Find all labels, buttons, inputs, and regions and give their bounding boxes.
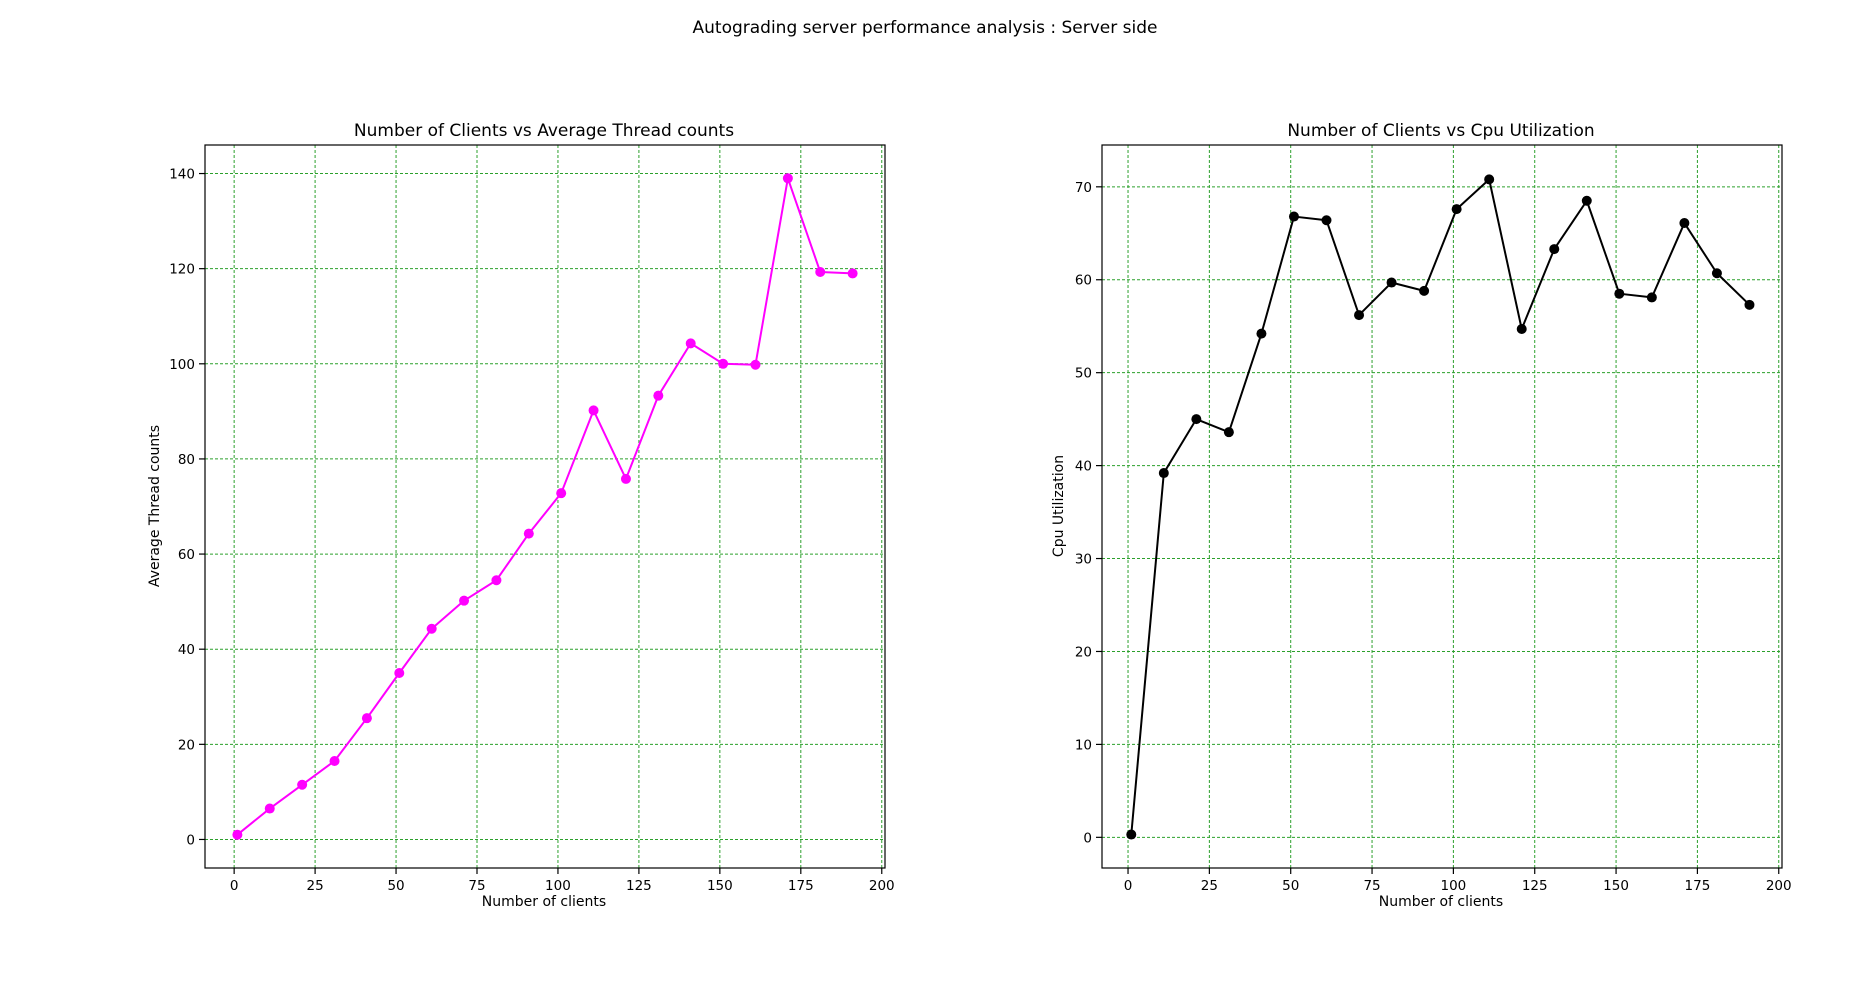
data-point — [297, 779, 308, 790]
x-tick-label: 25 — [1201, 878, 1218, 894]
data-point — [1679, 218, 1690, 229]
x-tick-label: 150 — [707, 878, 733, 894]
y-tick-label: 40 — [178, 642, 195, 658]
data-point — [782, 173, 793, 184]
y-tick-label: 60 — [178, 547, 195, 563]
x-tick-label: 0 — [230, 878, 239, 894]
chart-title: Number of Clients vs Cpu Utilization — [1287, 121, 1594, 141]
data-point — [1581, 195, 1592, 206]
y-tick-label: 20 — [1075, 644, 1092, 660]
x-axis-label: Number of clients — [482, 894, 606, 910]
data-point — [1614, 288, 1625, 299]
data-point — [620, 473, 631, 484]
data-point — [847, 268, 858, 279]
data-point — [394, 667, 405, 678]
y-axis-label: Cpu Utilization — [1051, 455, 1067, 557]
data-point — [329, 755, 340, 766]
y-tick-label: 40 — [1075, 459, 1092, 475]
data-point — [1711, 268, 1722, 279]
grid — [205, 145, 885, 868]
data-point — [1288, 211, 1299, 222]
data-point — [815, 267, 826, 278]
y-tick-label: 70 — [1075, 180, 1092, 196]
data-point — [1256, 328, 1267, 339]
y-tick-label: 0 — [186, 832, 195, 848]
x-tick-label: 75 — [468, 878, 485, 894]
y-tick-label: 140 — [169, 167, 195, 183]
data-point — [556, 488, 567, 499]
data-point — [361, 713, 372, 724]
x-axis-label: Number of clients — [1379, 894, 1503, 910]
y-tick-label: 60 — [1075, 273, 1092, 289]
data-point — [718, 358, 729, 369]
data-point — [1354, 310, 1365, 321]
data-point — [750, 359, 761, 370]
data-point — [1451, 204, 1462, 215]
x-tick-label: 125 — [1522, 878, 1548, 894]
data-point — [523, 528, 534, 539]
x-tick-label: 50 — [387, 878, 404, 894]
data-point — [1321, 215, 1332, 226]
y-tick-label: 50 — [1075, 366, 1092, 382]
axes-frame — [1101, 144, 1783, 869]
y-tick-label: 10 — [1075, 737, 1092, 753]
data-point — [1484, 174, 1495, 185]
data-point — [1126, 829, 1137, 840]
data-point — [685, 338, 696, 349]
x-tick-label: 175 — [788, 878, 814, 894]
figure-suptitle: Autograding server performance analysis … — [693, 18, 1158, 38]
data-point — [1646, 292, 1657, 303]
data-point — [232, 829, 243, 840]
y-tick-label: 0 — [1083, 830, 1092, 846]
y-tick-label: 30 — [1075, 552, 1092, 568]
y-tick-label: 120 — [169, 262, 195, 278]
data-point — [491, 575, 502, 586]
chart-cpu-utilization: Number of Clients vs Cpu Utilization Num… — [1051, 121, 1792, 910]
data-point — [653, 390, 664, 401]
data-point — [264, 803, 275, 814]
x-tick-label: 100 — [1440, 878, 1466, 894]
data-point — [1744, 299, 1755, 310]
y-tick-label: 100 — [169, 357, 195, 373]
chart-thread-counts: Number of Clients vs Average Thread coun… — [147, 121, 895, 910]
data-point — [459, 595, 470, 606]
x-tick-label: 25 — [307, 878, 324, 894]
data-point — [1158, 468, 1169, 479]
x-tick-label: 50 — [1282, 878, 1299, 894]
data-point — [1223, 427, 1234, 438]
x-tick-label: 175 — [1685, 878, 1711, 894]
x-tick-label: 125 — [626, 878, 652, 894]
data-point — [1549, 244, 1560, 255]
data-point — [1191, 414, 1202, 425]
y-tick-label: 80 — [178, 452, 195, 468]
data-point — [1516, 324, 1527, 335]
chart-title: Number of Clients vs Average Thread coun… — [354, 121, 734, 141]
x-tick-label: 0 — [1124, 878, 1133, 894]
series-line — [236, 177, 853, 836]
x-tick-label: 100 — [545, 878, 571, 894]
y-axis-label: Average Thread counts — [147, 425, 163, 587]
series-line — [1130, 178, 1751, 835]
x-tick-label: 200 — [1766, 878, 1792, 894]
data-point — [1419, 285, 1430, 296]
x-tick-label: 200 — [869, 878, 895, 894]
x-tick-label: 150 — [1603, 878, 1629, 894]
data-point — [1386, 277, 1397, 288]
data-point — [588, 405, 599, 416]
y-tick-label: 20 — [178, 737, 195, 753]
axes-frame — [204, 144, 886, 869]
x-tick-label: 75 — [1363, 878, 1380, 894]
data-point — [426, 623, 437, 634]
grid — [1102, 145, 1782, 868]
